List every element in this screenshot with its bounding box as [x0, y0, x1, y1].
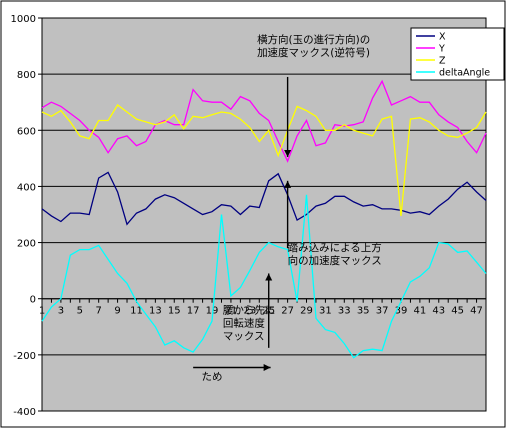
x-tick-label: 15	[168, 306, 181, 317]
x-tick-label: 29	[300, 306, 313, 317]
y-tick-label: 600	[17, 126, 36, 137]
y-tick-label: -200	[13, 351, 36, 362]
legend-label: Y	[438, 44, 445, 55]
x-tick-label: 9	[114, 306, 120, 317]
y-tick-label: 0	[30, 295, 36, 306]
y-tick-label: 800	[17, 70, 36, 81]
annotation-line: 加速度マックス(逆符号)	[257, 46, 370, 59]
annotation-text: 腰から先に回転速度マックス	[223, 304, 275, 342]
x-tick-label: 31	[319, 306, 332, 317]
annotation-arrow-head	[265, 273, 273, 281]
annotation-line: 回転速度	[223, 316, 265, 329]
y-tick-label: -400	[13, 407, 36, 418]
series-line-x	[41, 171, 487, 226]
annotation-line: 踏み込みによる上方	[288, 241, 382, 254]
plot-area	[41, 17, 487, 412]
series-lines	[41, 79, 487, 359]
x-tick-label: 7	[95, 306, 101, 317]
x-tick-label: 45	[451, 306, 464, 317]
annotation-arrow-head	[263, 363, 271, 371]
annotation-line: 横方向(玉の進行方向)の	[257, 33, 370, 46]
x-tick-label: 43	[432, 306, 445, 317]
annotation-arrow-head	[284, 180, 292, 188]
annotation-line: ため	[202, 371, 223, 383]
x-tick-label: 39	[395, 306, 408, 317]
x-tick-label: 17	[187, 306, 200, 317]
x-tick-label: 19	[206, 306, 219, 317]
annotation-arrow-head	[284, 149, 292, 157]
y-tick-label: 1000	[11, 14, 36, 25]
x-tick-label: 1	[39, 306, 45, 317]
x-tick-label: 35	[357, 306, 370, 317]
annotations: 横方向(玉の進行方向)の加速度マックス(逆符号) 踏み込みによる上方向の加速度マッ…	[193, 33, 382, 383]
x-tick-label: 11	[130, 306, 143, 317]
series-line-z	[41, 104, 487, 216]
x-tick-label: 27	[281, 306, 294, 317]
legend-label: X	[439, 32, 446, 43]
annotation-line: マックス	[223, 330, 265, 342]
x-tick-label: 21	[225, 306, 238, 317]
annotation-line: 向の加速度マックス	[288, 254, 382, 267]
x-tick-label: 23	[243, 306, 256, 317]
annotation-text: ため	[202, 371, 223, 383]
annotation-text: 踏み込みによる上方向の加速度マックス	[288, 241, 382, 267]
legend-label: Z	[439, 56, 446, 67]
x-tick-label: 41	[414, 306, 427, 317]
series-line-y	[41, 79, 487, 163]
x-tick-label: 33	[338, 306, 351, 317]
legend-label: deltaAngle	[439, 68, 490, 79]
annotation-text: 横方向(玉の進行方向)の加速度マックス(逆符号)	[257, 33, 370, 59]
x-tick-label: 13	[149, 306, 162, 317]
x-tick-label: 5	[77, 306, 83, 317]
x-tick-label: 3	[58, 306, 64, 317]
annotation-line: 腰から先に	[223, 304, 275, 316]
series-line-deltaangle	[41, 194, 487, 359]
y-tick-label: 200	[17, 239, 36, 250]
y-tick-label: 400	[17, 182, 36, 193]
x-tick-label: 37	[376, 306, 389, 317]
x-tick-label: 47	[470, 306, 483, 317]
